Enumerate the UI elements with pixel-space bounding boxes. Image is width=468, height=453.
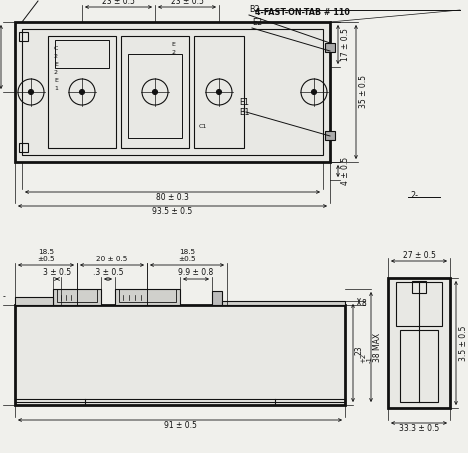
Text: 23 ± 0.5: 23 ± 0.5 — [102, 0, 135, 6]
Text: 1: 1 — [54, 86, 58, 91]
Text: .3 ± 0.5: .3 ± 0.5 — [93, 268, 123, 277]
Bar — [412, 281, 426, 293]
Text: +2
-1: +2 -1 — [360, 353, 373, 363]
Bar — [194, 36, 244, 148]
Text: 23 ± 0.5: 23 ± 0.5 — [170, 0, 204, 6]
Bar — [325, 131, 335, 140]
Text: 4-FAST-ON-TAB # 110: 4-FAST-ON-TAB # 110 — [255, 8, 350, 17]
Text: 9.9 ± 0.8: 9.9 ± 0.8 — [178, 268, 213, 277]
Bar — [22, 29, 323, 155]
Text: 38 MAX: 38 MAX — [373, 333, 382, 361]
Text: 35 ± 0.5: 35 ± 0.5 — [359, 76, 368, 109]
Text: 80 ± 0.3: 80 ± 0.3 — [156, 193, 189, 202]
Bar — [396, 282, 442, 326]
Circle shape — [80, 90, 85, 95]
Text: 2: 2 — [54, 54, 58, 59]
Text: E1: E1 — [239, 98, 249, 107]
Text: 27 ± 0.5: 27 ± 0.5 — [402, 251, 435, 260]
Bar — [55, 40, 109, 68]
Text: 17 ± 0.5: 17 ± 0.5 — [341, 28, 350, 61]
Bar — [222, 301, 345, 305]
Circle shape — [153, 90, 158, 95]
Text: B2: B2 — [249, 5, 260, 14]
Text: 2: 2 — [171, 50, 175, 55]
Bar — [388, 278, 450, 408]
Bar — [15, 297, 53, 305]
Text: E: E — [171, 42, 175, 47]
Text: B1: B1 — [239, 108, 249, 117]
Bar — [15, 305, 345, 405]
Text: C1: C1 — [199, 124, 207, 129]
Text: 18.5
±0.5: 18.5 ±0.5 — [178, 250, 196, 262]
Bar — [400, 330, 438, 402]
Text: 18.5
±0.5: 18.5 ±0.5 — [37, 250, 55, 262]
Text: 93.5 ± 0.5: 93.5 ± 0.5 — [153, 207, 193, 216]
Bar — [115, 289, 180, 305]
Bar — [128, 54, 182, 138]
Text: 91 ± 0.5: 91 ± 0.5 — [163, 421, 197, 430]
Bar — [15, 22, 330, 162]
Circle shape — [217, 90, 221, 95]
Text: 2-: 2- — [410, 191, 418, 199]
Text: 3.5 ± 0.5: 3.5 ± 0.5 — [459, 325, 468, 361]
Bar — [212, 291, 222, 305]
Text: 33.3 ± 0.5: 33.3 ± 0.5 — [399, 424, 439, 433]
Text: 20 ± 0.5: 20 ± 0.5 — [96, 256, 128, 262]
Circle shape — [29, 90, 34, 95]
Text: E2: E2 — [252, 18, 262, 27]
Bar — [19, 32, 28, 41]
Bar — [119, 289, 176, 302]
Bar — [57, 289, 97, 302]
Text: E: E — [54, 62, 58, 67]
Text: 23: 23 — [355, 345, 364, 355]
Text: C: C — [54, 46, 58, 51]
Bar — [48, 36, 116, 148]
Bar — [53, 289, 101, 305]
Circle shape — [312, 90, 316, 95]
Text: E: E — [54, 78, 58, 83]
Bar — [19, 143, 28, 152]
Bar — [325, 43, 335, 52]
Text: 8: 8 — [361, 299, 366, 308]
Text: -: - — [3, 293, 6, 302]
Text: 4 ± 0.5: 4 ± 0.5 — [341, 157, 350, 185]
Bar — [121, 36, 189, 148]
Text: 2: 2 — [54, 70, 58, 75]
Text: 3 ± 0.5: 3 ± 0.5 — [43, 268, 71, 277]
